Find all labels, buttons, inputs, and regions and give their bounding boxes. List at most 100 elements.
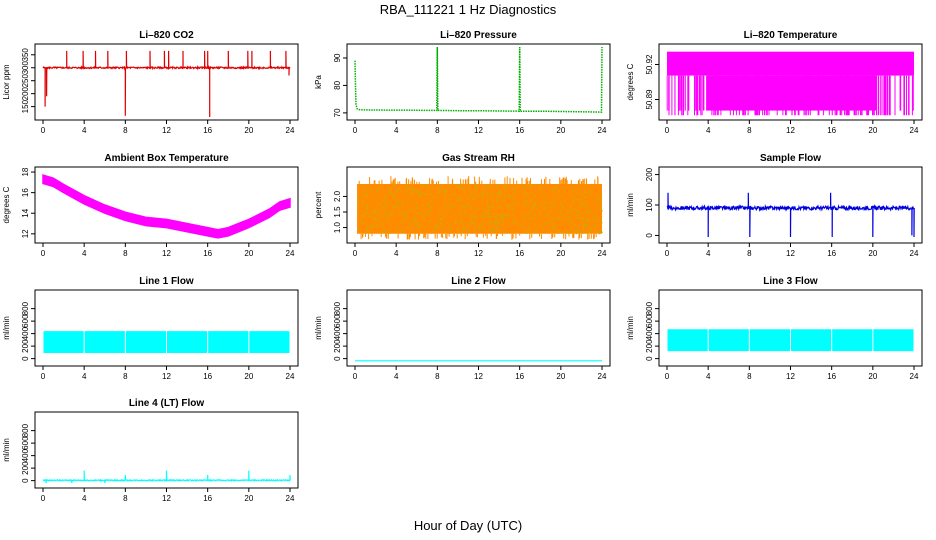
y-tick-label: 0 xyxy=(645,356,654,361)
x-tick-label: 16 xyxy=(515,249,524,258)
x-tick-label: 16 xyxy=(203,126,212,135)
data-series xyxy=(354,46,603,113)
y-tick-label: 600 xyxy=(21,436,30,450)
series-line xyxy=(42,470,291,484)
series-outliers xyxy=(358,176,599,240)
y-tick-label: 600 xyxy=(333,314,342,328)
y-tick-label: 400 xyxy=(21,326,30,340)
x-tick-label: 0 xyxy=(353,126,358,135)
panel-4: Gas Stream RH percent 0 4 8 12 16 20 24 1.0 1.5 2.0 xyxy=(314,153,611,258)
y-axis: 0 100 200 xyxy=(645,167,659,238)
y-tick-label: 800 xyxy=(333,301,342,315)
x-tick-label: 8 xyxy=(435,249,440,258)
x-tick-label: 4 xyxy=(394,249,399,258)
x-tick-label: 4 xyxy=(394,126,399,135)
x-tick-label: 8 xyxy=(435,372,440,381)
x-tick-label: 16 xyxy=(827,126,836,135)
x-tick-label: 12 xyxy=(786,126,795,135)
panel-frame xyxy=(34,43,299,121)
x-tick-label: 12 xyxy=(786,372,795,381)
panel-title: Line 3 Flow xyxy=(763,276,818,287)
x-tick-label: 20 xyxy=(556,372,565,381)
y-axis-label: degrees C xyxy=(626,63,635,100)
x-axis: 0 4 8 12 16 20 24 xyxy=(353,243,607,258)
data-series xyxy=(42,50,291,117)
y-tick-label: 1.0 xyxy=(333,221,342,233)
y-tick-label: 0 xyxy=(333,356,342,361)
panel-frame xyxy=(346,289,611,367)
series-spikes xyxy=(666,75,914,116)
panel-7: Line 2 Flow ml/min 0 4 8 12 16 20 24 0 20040060080… xyxy=(314,276,611,381)
y-tick-label: 200 xyxy=(21,461,30,475)
data-series xyxy=(666,327,915,354)
x-tick-label: 24 xyxy=(598,249,607,258)
panel-6: Line 1 Flow ml/min 0 4 8 12 16 20 24 0 20040060080… xyxy=(2,276,299,381)
x-tick-label: 0 xyxy=(41,249,46,258)
panel-title: Li–820 Temperature xyxy=(744,30,838,41)
series-band xyxy=(357,184,602,234)
x-tick-label: 8 xyxy=(747,249,752,258)
y-tick-label: 70 xyxy=(333,108,342,117)
x-tick-label: 20 xyxy=(244,372,253,381)
x-tick-label: 24 xyxy=(910,126,919,135)
x-tick-label: 4 xyxy=(82,126,87,135)
data-series xyxy=(666,51,914,116)
y-tick-label: 200 xyxy=(645,167,654,181)
y-axis-label: percent xyxy=(314,191,323,218)
x-tick-label: 8 xyxy=(747,126,752,135)
y-axis: 70 80 90 xyxy=(333,53,347,117)
data-series xyxy=(42,174,291,239)
data-series xyxy=(42,470,291,484)
y-tick-label: 600 xyxy=(21,314,30,328)
y-tick-label: 200 xyxy=(333,339,342,353)
x-tick-label: 24 xyxy=(286,372,295,381)
x-tick-label: 20 xyxy=(868,249,877,258)
x-tick-label: 16 xyxy=(827,249,836,258)
y-tick-label: 50.92 xyxy=(645,54,654,75)
x-tick-label: 8 xyxy=(747,372,752,381)
x-tick-label: 24 xyxy=(286,249,295,258)
x-tick-label: 8 xyxy=(123,494,128,503)
x-tick-label: 20 xyxy=(868,372,877,381)
panel-title: Gas Stream RH xyxy=(442,153,515,164)
x-axis: 0 4 8 12 16 20 24 xyxy=(41,366,295,381)
y-tick-label: 90 xyxy=(333,53,342,62)
x-tick-label: 8 xyxy=(123,249,128,258)
y-axis-label: ml/min xyxy=(626,316,635,340)
y-tick-label: 350 xyxy=(21,48,30,62)
x-tick-label: 24 xyxy=(598,372,607,381)
series-line xyxy=(42,50,291,117)
y-tick-label: 600 xyxy=(645,314,654,328)
x-tick-label: 20 xyxy=(868,126,877,135)
data-series xyxy=(42,329,291,355)
x-tick-label: 20 xyxy=(244,494,253,503)
figure-title: RBA_111221 1 Hz Diagnostics xyxy=(379,2,557,17)
x-tick-label: 8 xyxy=(435,126,440,135)
x-tick-label: 16 xyxy=(203,494,212,503)
x-axis: 0 4 8 12 16 20 24 xyxy=(41,120,295,135)
y-axis-label: ml/min xyxy=(314,316,323,340)
x-tick-label: 4 xyxy=(82,494,87,503)
x-tick-label: 16 xyxy=(203,249,212,258)
panel-frame xyxy=(346,43,611,121)
x-tick-label: 8 xyxy=(123,126,128,135)
data-series xyxy=(357,176,603,240)
y-tick-label: 2.0 xyxy=(333,190,342,202)
y-axis-label: degrees C xyxy=(2,186,11,223)
x-tick-label: 12 xyxy=(786,249,795,258)
x-tick-label: 0 xyxy=(665,249,670,258)
x-tick-label: 0 xyxy=(353,372,358,381)
panel-9: Line 4 (LT) Flow ml/min 0 4 8 12 16 20 24 0 200400… xyxy=(2,398,299,503)
x-tick-label: 20 xyxy=(244,249,253,258)
y-axis-label: Licor ppm xyxy=(2,64,11,99)
x-tick-label: 12 xyxy=(474,372,483,381)
y-tick-label: 18 xyxy=(21,167,30,176)
series-line xyxy=(354,46,603,113)
x-tick-label: 16 xyxy=(515,372,524,381)
x-axis: 0 4 8 12 16 20 24 xyxy=(353,120,607,135)
y-tick-label: 16 xyxy=(21,188,30,197)
